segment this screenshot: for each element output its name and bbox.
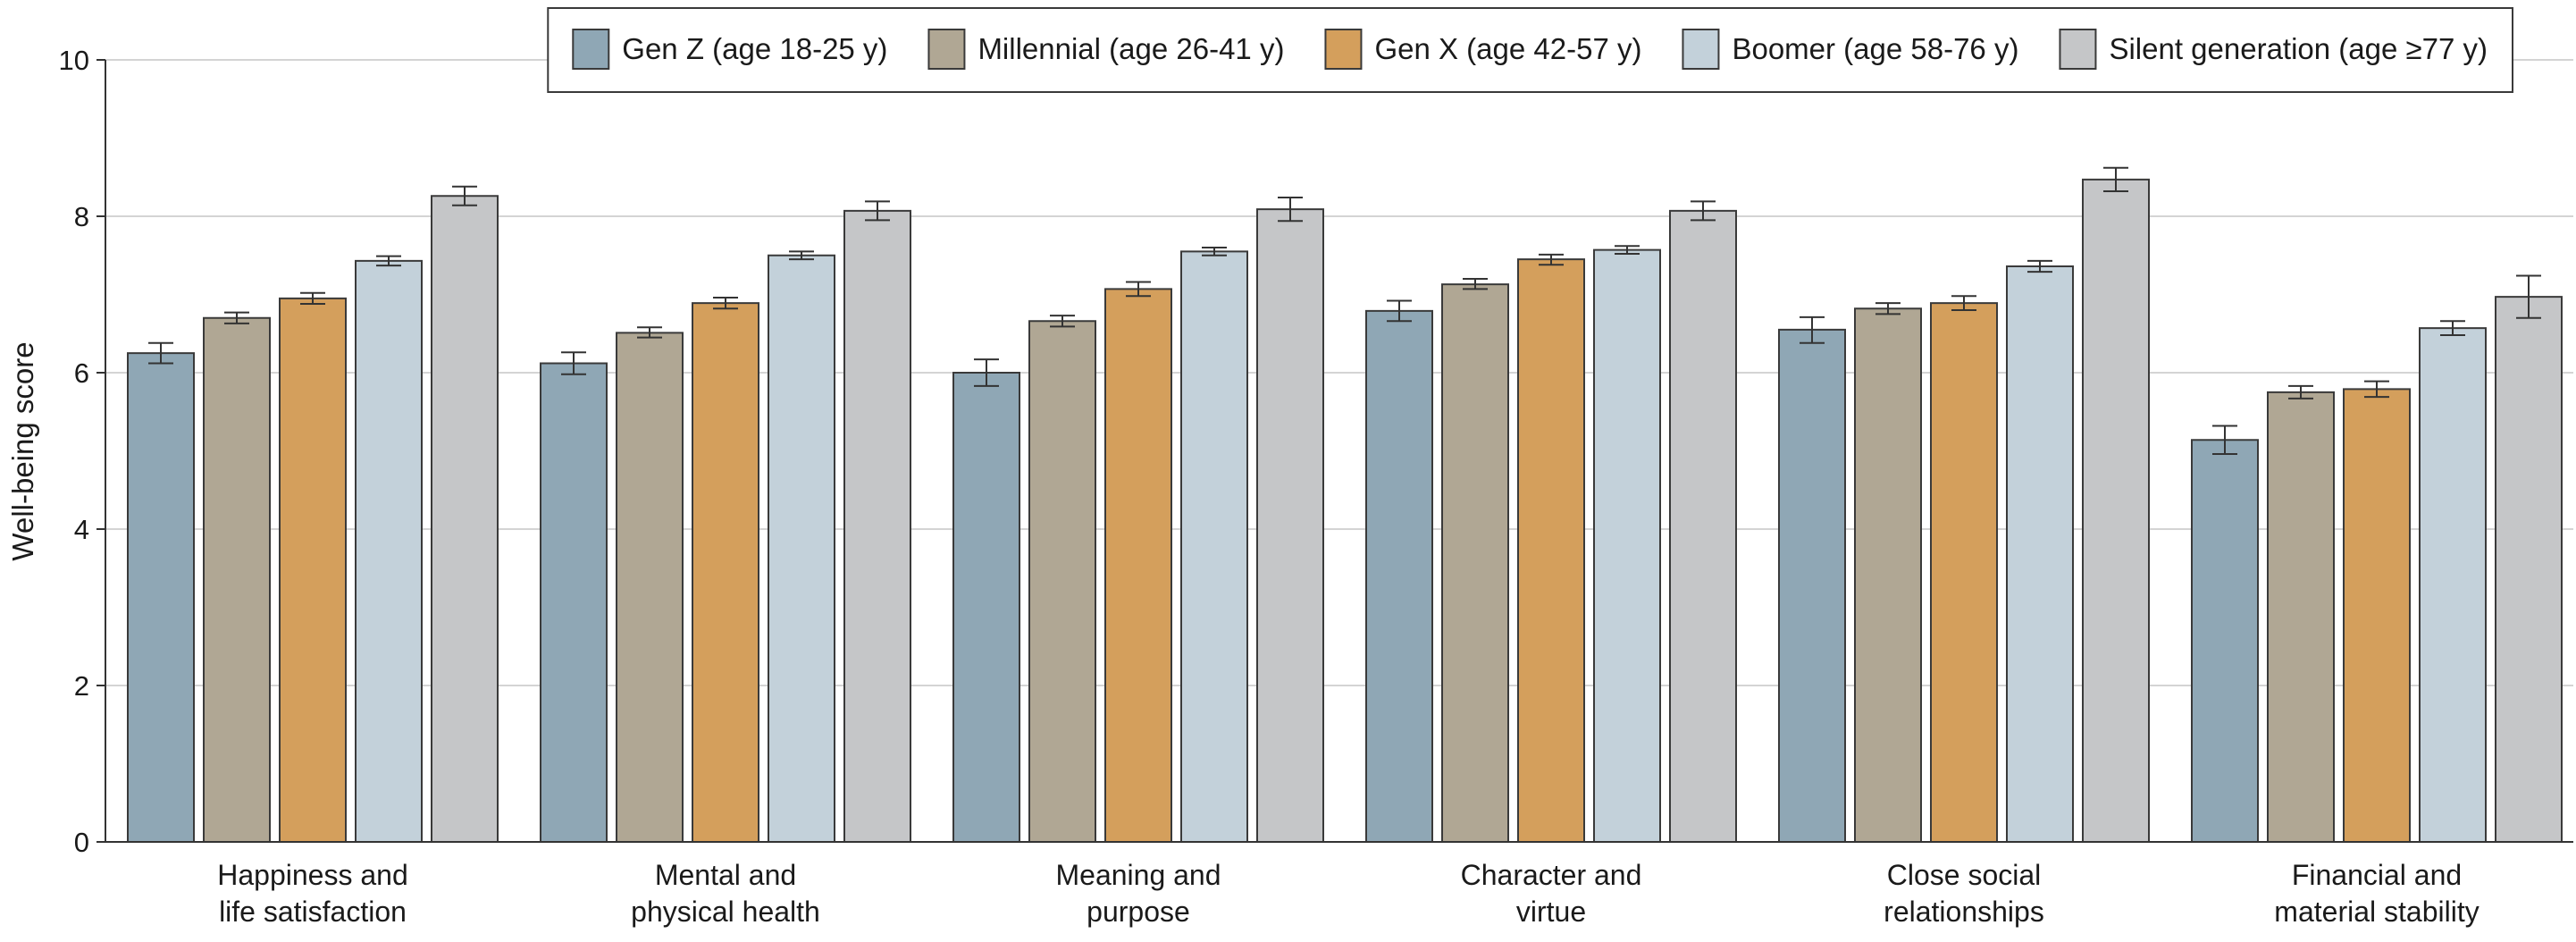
legend-label: Gen X (age 42-57 y) — [1374, 32, 1641, 65]
legend-label: Millennial (age 26-41 y) — [978, 32, 1284, 65]
bar — [2343, 388, 2411, 843]
x-category-label: material stability — [2274, 896, 2479, 928]
bar — [1256, 208, 1324, 843]
bar — [1854, 307, 1922, 843]
x-category-label: Close social — [1887, 859, 2042, 891]
bar — [2267, 391, 2335, 843]
bar — [2191, 439, 2259, 843]
y-axis-label: Well-being score — [6, 341, 39, 560]
bar — [355, 259, 423, 843]
bar — [2495, 296, 2563, 843]
legend-swatch — [1324, 29, 1363, 70]
y-tick-label: 8 — [74, 201, 89, 232]
bar — [2419, 327, 2487, 843]
bar — [540, 362, 608, 843]
bar — [2006, 265, 2074, 843]
x-category-label: purpose — [1087, 896, 1190, 928]
y-tick-label: 2 — [74, 670, 89, 702]
bar — [1441, 283, 1509, 843]
y-tick-label: 4 — [74, 514, 89, 545]
bars — [127, 166, 2563, 843]
y-tick-label: 6 — [74, 357, 89, 389]
bar — [203, 316, 271, 843]
bar — [127, 352, 195, 843]
legend-label: Boomer (age 58-76 y) — [1732, 32, 2018, 65]
bar — [1365, 309, 1433, 843]
bar — [768, 254, 835, 843]
x-category-label: life satisfaction — [219, 896, 407, 928]
bar — [1180, 250, 1248, 843]
bar — [1593, 248, 1661, 843]
y-tick-label: 10 — [59, 45, 89, 76]
legend-label: Gen Z (age 18-25 y) — [622, 32, 887, 65]
legend-label: Silent generation (age ≥77 y) — [2109, 32, 2488, 65]
legend-swatch — [1682, 29, 1720, 70]
bar — [692, 302, 759, 843]
legend-swatch — [2059, 29, 2097, 70]
x-category-label: Financial and — [2292, 859, 2462, 891]
axes: 0 2 4 6 8 10 Happiness and life satisfaction Men… — [59, 45, 2573, 928]
x-category-label: Mental and — [655, 859, 796, 891]
bar — [1104, 288, 1172, 843]
x-category-label: Happiness and — [217, 859, 407, 891]
bar — [952, 372, 1020, 843]
bar — [1930, 302, 1998, 843]
x-category-label: Meaning and — [1055, 859, 1221, 891]
bar — [279, 297, 347, 843]
legend-swatch — [927, 29, 966, 70]
x-category-label: virtue — [1516, 896, 1586, 928]
bar — [1517, 258, 1585, 843]
bar — [431, 195, 499, 843]
x-category-label: physical health — [631, 896, 820, 928]
bar — [843, 209, 911, 843]
bar — [1028, 320, 1096, 843]
legend-box — [547, 7, 2513, 93]
y-tick-label: 0 — [74, 827, 89, 858]
legend-swatch — [572, 29, 610, 70]
bar — [2082, 178, 2150, 843]
x-category-label: Character and — [1461, 859, 1642, 891]
bar — [1669, 209, 1737, 843]
bar — [1778, 328, 1846, 843]
bar — [616, 332, 684, 843]
legend: Gen Z (age 18-25 y) Millennial (age 26-41… — [547, 7, 2513, 93]
x-category-label: relationships — [1884, 896, 2044, 928]
